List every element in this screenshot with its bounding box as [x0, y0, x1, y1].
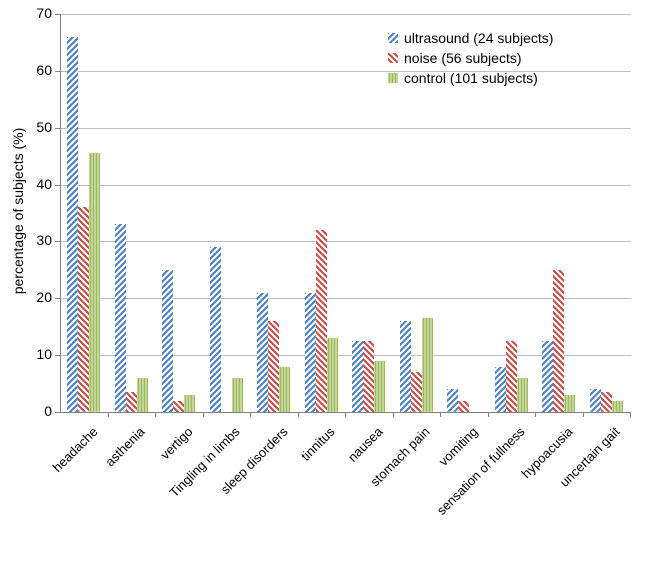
bar-chart: 0 10 20 30 40 50 60 70 percentage of subjects (%… [0, 0, 645, 569]
bar [495, 367, 506, 412]
y-tick-label: 60 [22, 62, 52, 78]
bar [458, 401, 469, 412]
bar [422, 318, 433, 412]
bar [400, 321, 411, 412]
bar [184, 395, 195, 412]
legend-swatch [388, 33, 398, 43]
y-axis-label: percentage of subjects (%) [10, 111, 26, 311]
legend-swatch [388, 73, 398, 83]
bar [126, 392, 137, 412]
legend-swatch [388, 53, 398, 63]
bar [67, 37, 78, 412]
bar [115, 224, 126, 412]
y-tick-label: 10 [22, 346, 52, 362]
y-tick-label: 40 [22, 176, 52, 192]
bar [590, 389, 601, 412]
bar [612, 401, 623, 412]
legend-item: ultrasound (24 subjects) [388, 30, 553, 46]
bar [564, 395, 575, 412]
bar [542, 341, 553, 412]
bar [553, 270, 564, 412]
bar [517, 378, 528, 412]
bar [78, 207, 89, 412]
y-tick-label: 0 [22, 403, 52, 419]
legend-label: control (101 subjects) [404, 70, 538, 86]
bar [232, 378, 243, 412]
bar [352, 341, 363, 412]
y-tick-label: 30 [22, 232, 52, 248]
bar [506, 341, 517, 412]
legend-item: noise (56 subjects) [388, 50, 553, 66]
bar [268, 321, 279, 412]
legend-label: ultrasound (24 subjects) [404, 30, 553, 46]
legend: ultrasound (24 subjects) noise (56 subjec… [388, 30, 553, 90]
y-tick-label: 20 [22, 289, 52, 305]
bar [316, 230, 327, 412]
bar [374, 361, 385, 412]
y-tick-label: 70 [22, 5, 52, 21]
bar [279, 367, 290, 412]
bar [601, 392, 612, 412]
bar [173, 401, 184, 412]
legend-item: control (101 subjects) [388, 70, 553, 86]
bar [363, 341, 374, 412]
bar [447, 389, 458, 412]
bar [327, 338, 338, 412]
bar [137, 378, 148, 412]
bar [257, 293, 268, 412]
bar [89, 153, 100, 412]
bar [210, 247, 221, 412]
y-tick-label: 50 [22, 119, 52, 135]
legend-label: noise (56 subjects) [404, 50, 522, 66]
bar [162, 270, 173, 412]
bar [411, 372, 422, 412]
bar [305, 293, 316, 412]
